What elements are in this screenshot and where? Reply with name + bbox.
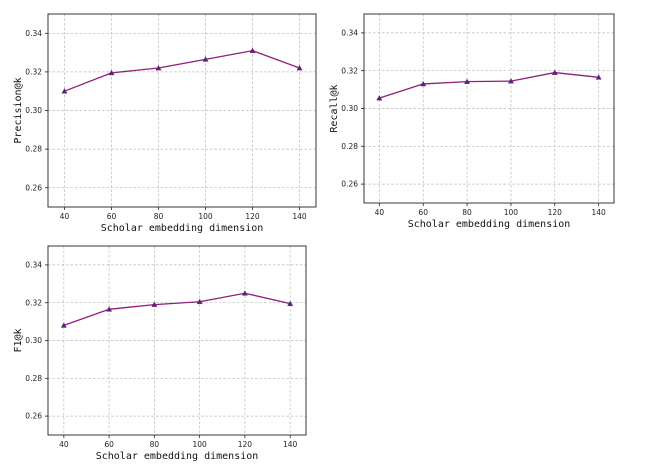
x-tick-label: 100 <box>192 440 207 449</box>
data-point-marker <box>376 94 383 101</box>
x-tick-label: 140 <box>283 440 298 449</box>
data-point-marker <box>296 64 303 71</box>
y-axis-label: Precision@k <box>13 77 24 143</box>
data-point-marker <box>60 322 67 328</box>
y-tick-label: 0.34 <box>25 29 42 38</box>
x-tick-label: 140 <box>292 212 307 221</box>
chart-panel-3: 0.26 0.28 0.30 0.32 0.34 40 60 80 100 120 140 Schol… <box>13 245 307 462</box>
data-point-marker <box>287 300 294 306</box>
y-tick-label: 0.30 <box>25 106 42 115</box>
y-tick-label: 0.32 <box>25 68 42 77</box>
y-tick-label: 0.28 <box>341 142 358 151</box>
plot-frame <box>47 13 317 208</box>
x-tick-label: 80 <box>154 212 164 221</box>
y-tick-label: 0.34 <box>25 261 42 270</box>
data-point-marker <box>108 69 115 76</box>
y-tick-label: 0.28 <box>25 145 42 154</box>
y-tick-label: 0.32 <box>341 66 358 75</box>
x-tick-label: 100 <box>198 212 213 221</box>
data-point-marker <box>241 290 248 296</box>
data-point-marker <box>249 47 256 53</box>
data-point-marker <box>196 298 203 305</box>
data-point-marker <box>106 306 113 312</box>
y-tick-label: 0.30 <box>341 104 358 113</box>
y-tick-label: 0.26 <box>25 412 42 421</box>
y-tick-label: 0.30 <box>25 336 42 345</box>
data-point-marker <box>595 74 602 80</box>
x-axis-label: Scholar embedding dimension <box>408 219 571 230</box>
y-tick-label: 0.32 <box>25 298 42 307</box>
data-point-marker <box>464 78 471 84</box>
x-tick-label: 120 <box>548 208 563 217</box>
data-point-marker <box>155 64 162 71</box>
y-axis-label: Recall@k <box>329 84 340 132</box>
x-axis-label: Scholar embedding dimension <box>96 451 259 462</box>
x-tick-label: 40 <box>59 440 69 449</box>
chart-panel-1: 0.26 0.28 0.30 0.32 0.34 40 60 80 100 120 140 Schol… <box>13 13 317 234</box>
series-line <box>63 292 291 326</box>
x-tick-label: 60 <box>107 212 117 221</box>
y-tick-label: 0.26 <box>341 180 358 189</box>
series-line <box>64 49 300 92</box>
y-tick-label: 0.34 <box>341 29 358 38</box>
x-tick-label: 40 <box>60 212 70 221</box>
y-tick-label: 0.28 <box>25 374 42 383</box>
x-tick-label: 80 <box>462 208 472 217</box>
series-line <box>379 71 599 99</box>
x-tick-label: 80 <box>150 440 160 449</box>
x-tick-label: 140 <box>591 208 606 217</box>
data-point-marker <box>507 77 514 84</box>
data-point-marker <box>420 80 427 87</box>
data-point-marker <box>151 301 158 307</box>
y-tick-label: 0.26 <box>25 183 42 192</box>
x-tick-label: 60 <box>418 208 428 217</box>
x-tick-label: 120 <box>238 440 253 449</box>
x-tick-label: 40 <box>375 208 385 217</box>
x-tick-label: 120 <box>245 212 260 221</box>
x-axis-label: Scholar embedding dimension <box>101 223 264 234</box>
data-point-marker <box>551 69 558 75</box>
y-axis-label: F1@k <box>13 328 24 352</box>
x-tick-label: 100 <box>504 208 519 217</box>
data-point-marker <box>61 88 68 94</box>
plot-frame <box>47 245 307 436</box>
data-point-marker <box>202 56 209 62</box>
chart-panel-2: 0.26 0.28 0.30 0.32 0.34 40 60 80 100 120 140 Schol… <box>329 13 615 230</box>
x-tick-label: 60 <box>104 440 114 449</box>
